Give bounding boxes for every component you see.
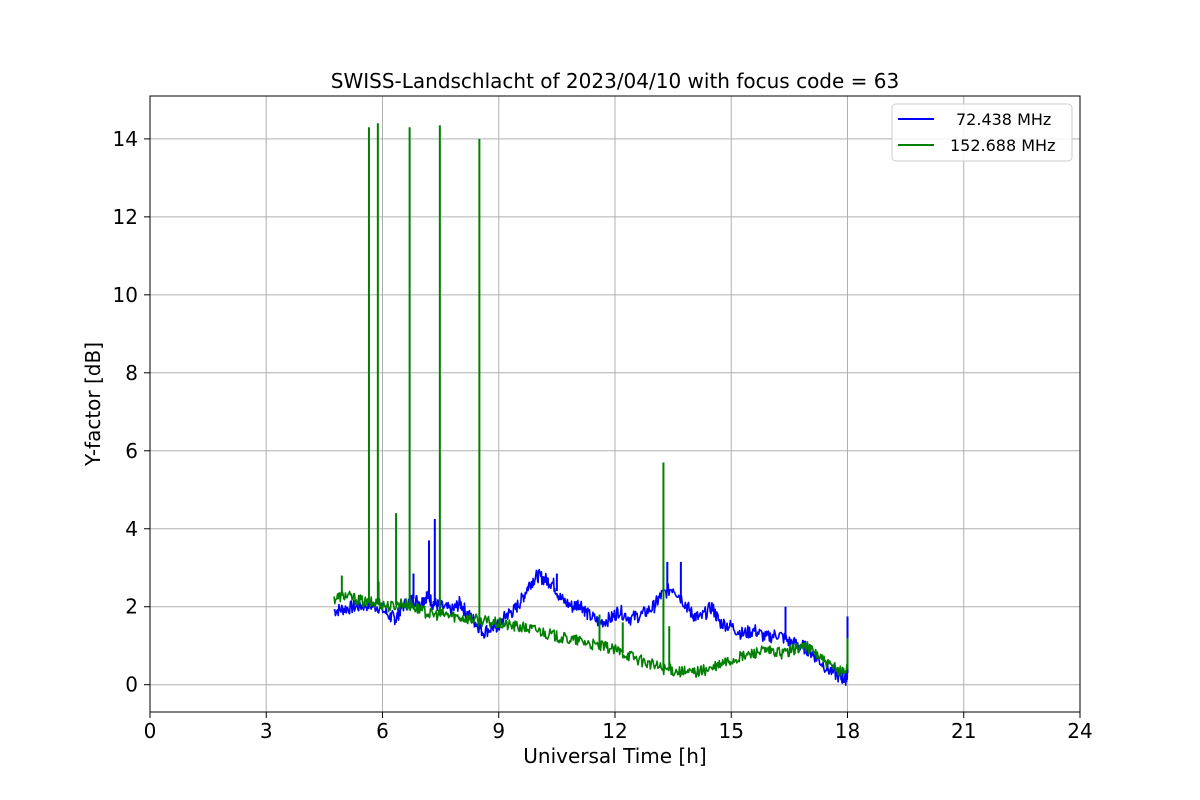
x-axis-ticks: 0 3 6 9 12 15 18 21 24 <box>144 712 1093 743</box>
x-tick-label: 3 <box>260 719 273 743</box>
y-tick-label: 2 <box>125 595 138 619</box>
y-tick-label: 8 <box>125 361 138 385</box>
y-tick-label: 4 <box>125 517 138 541</box>
y-tick-label: 10 <box>113 283 138 307</box>
series-layer <box>333 123 849 686</box>
y-tick-label: 6 <box>125 439 138 463</box>
x-tick-label: 12 <box>602 719 627 743</box>
series-2 <box>333 123 849 678</box>
legend-label-series-2: 152.688 MHz <box>950 136 1055 155</box>
legend-label-series-1: 72.438 MHz <box>956 110 1051 129</box>
legend-frame <box>891 103 1073 162</box>
y-axis-label: Y-factor [dB] <box>81 342 105 467</box>
x-tick-label: 6 <box>376 719 389 743</box>
x-tick-label: 21 <box>951 719 976 743</box>
y-tick-label: 12 <box>113 205 138 229</box>
y-axis-ticks: 0 2 4 6 8 10 12 14 <box>113 127 150 697</box>
y-tick-label: 14 <box>113 127 138 151</box>
x-tick-label: 15 <box>719 719 744 743</box>
x-tick-label: 9 <box>492 719 505 743</box>
series-line <box>333 590 849 678</box>
y-tick-label: 0 <box>125 673 138 697</box>
chart-title: SWISS-Landschlacht of 2023/04/10 with fo… <box>331 69 899 93</box>
legend: 72.438 MHz 152.688 MHz <box>891 103 1073 162</box>
x-tick-label: 24 <box>1067 719 1092 743</box>
x-axis-label: Universal Time [h] <box>523 744 706 768</box>
x-tick-label: 0 <box>144 719 157 743</box>
x-tick-label: 18 <box>835 719 860 743</box>
